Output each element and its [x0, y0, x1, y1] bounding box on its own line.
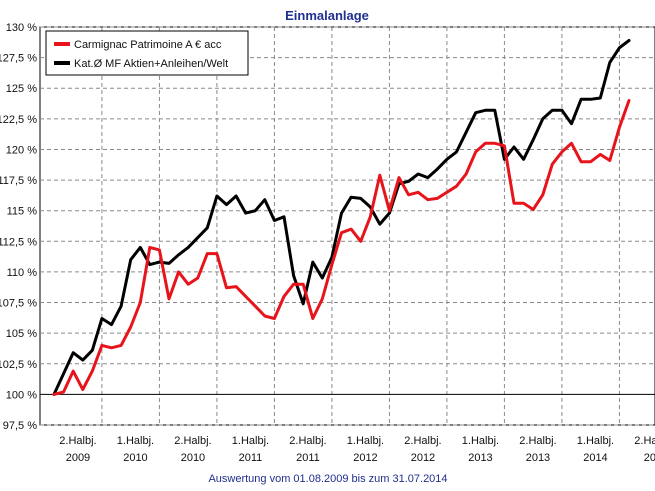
x-gridlines — [101, 27, 620, 425]
series-line-carmignac — [52, 99, 631, 396]
series-layer — [52, 39, 631, 396]
x-tick-label-year: 2010 — [181, 452, 205, 464]
x-tick-label-year: 2012 — [411, 452, 435, 464]
evaluation-period-footer: Auswertung vom 01.08.2009 bis zum 31.07.… — [208, 473, 447, 485]
y-tick-label: 130 % — [6, 22, 37, 34]
x-tick-label-period: 2.Halbj. — [634, 435, 655, 447]
y-axis: 97,5 % 100 % 102,5 % 105 % 107,5 % 110 % 112,5… — [0, 22, 37, 432]
x-tick-label-year: 2009 — [66, 452, 90, 464]
legend-label-carmignac: Carmignac Patrimoine A € acc — [74, 39, 222, 51]
x-tick-label-period: 2.Halbj. — [404, 435, 441, 447]
series-line-category-average — [52, 39, 631, 396]
x-tick-label-year: 2011 — [296, 452, 320, 464]
y-tick-label: 122,5 % — [0, 114, 37, 126]
x-tick-label-year: 2014 — [583, 452, 607, 464]
y-tick-label: 107,5 % — [0, 298, 37, 310]
x-tick-label-year: 201 — [644, 452, 655, 464]
y-tick-label: 97,5 % — [3, 420, 37, 432]
y-tick-label: 115 % — [7, 206, 38, 218]
y-tick-label: 100 % — [6, 389, 37, 401]
y-tick-label: 110 % — [7, 267, 38, 279]
x-tick-label-period: 1.Halbj. — [117, 435, 154, 447]
x-tick-label-period: 2.Halbj. — [174, 435, 211, 447]
legend-box — [45, 30, 249, 76]
legend-label-category-average: Kat.Ø MF Aktien+Anleihen/Welt — [74, 58, 228, 70]
x-tick-label-period: 2.Halbj. — [289, 435, 326, 447]
y-gridlines — [40, 26, 655, 426]
x-tick-label-period: 2.Halbj. — [519, 435, 556, 447]
x-tick-label-period: 1.Halbj. — [577, 435, 614, 447]
x-tick-label-period: 1.Halbj. — [232, 435, 269, 447]
x-tick-label-year: 2010 — [123, 452, 147, 464]
x-tick-label-year: 2013 — [468, 452, 492, 464]
y-tick-label: 120 % — [6, 144, 37, 156]
x-tick-label-year: 2011 — [239, 452, 263, 464]
y-tick-label: 125 % — [6, 83, 37, 95]
y-tick-label: 117,5 % — [0, 175, 37, 187]
x-axis: 2.Halbj. 2009 1.Halbj. 2010 2.Halbj. 2010 1.Ha… — [59, 435, 655, 464]
y-tick-label: 112,5 % — [0, 236, 37, 248]
x-tick-label-year: 2013 — [526, 452, 550, 464]
legend: Carmignac Patrimoine A € acc Kat.Ø MF Ak… — [45, 30, 249, 76]
y-tick-label: 127,5 % — [0, 53, 37, 65]
chart-title: Einmalanlage — [285, 8, 369, 23]
y-tick-label: 102,5 % — [0, 359, 37, 371]
plot-area — [39, 26, 655, 426]
x-tick-label-period: 1.Halbj. — [462, 435, 499, 447]
x-tick-label-period: 1.Halbj. — [347, 435, 384, 447]
y-tick-label: 105 % — [6, 328, 37, 340]
x-tick-label-year: 2012 — [353, 452, 377, 464]
x-tick-label-period: 2.Halbj. — [59, 435, 96, 447]
